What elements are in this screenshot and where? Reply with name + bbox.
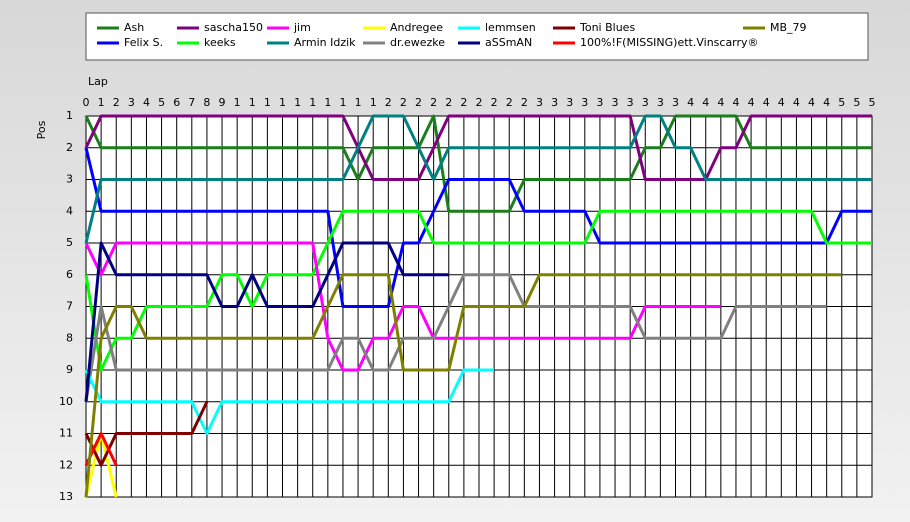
x-tick-label: 2 (521, 96, 528, 109)
series-line (84, 147, 872, 308)
legend-label: keeks (204, 36, 236, 49)
y-tick-label: 11 (59, 427, 73, 440)
series-line (84, 241, 721, 372)
x-tick-label: 6 (173, 96, 180, 109)
x-tick-label: 2 (400, 96, 407, 109)
series-line (84, 273, 842, 498)
x-tick-label: 8 (203, 96, 210, 109)
y-tick-label: 5 (66, 236, 73, 249)
x-tick-label: 1 (279, 96, 286, 109)
x-tick-label: 9 (219, 96, 226, 109)
x-tick-label: 4 (717, 96, 724, 109)
legend-label: jim (293, 21, 311, 34)
x-tick-label: 1 (309, 96, 316, 109)
legend-label: Andregee (390, 21, 443, 34)
x-tick-label: 4 (823, 96, 830, 109)
x-tick-label: 2 (476, 96, 483, 109)
x-tick-label: 1 (98, 96, 105, 109)
x-tick-label: 3 (657, 96, 664, 109)
legend-label: 100%!F(MISSING)ett.Vinscarry® (580, 36, 759, 49)
series-line (84, 114, 872, 244)
x-tick-label: 0 (83, 96, 90, 109)
series-line (84, 114, 872, 213)
x-tick-label: 2 (506, 96, 513, 109)
x-tick-label: 1 (355, 96, 362, 109)
x-tick-label: 1 (264, 96, 271, 109)
series-line (84, 209, 872, 372)
x-tick-label: 4 (143, 96, 150, 109)
x-tick-label: 1 (324, 96, 331, 109)
x-tick-label: 5 (853, 96, 860, 109)
y-tick-label: 9 (66, 363, 73, 376)
y-tick-label: 2 (66, 141, 73, 154)
x-tick-label: 2 (430, 96, 437, 109)
x-tick-label: 4 (687, 96, 694, 109)
legend-label: Felix S. (124, 36, 163, 49)
x-tick-label: 4 (748, 96, 755, 109)
legend-label: Ash (124, 21, 144, 34)
x-tick-label: 1 (339, 96, 346, 109)
legend-label: Toni Blues (579, 21, 635, 34)
x-tick-label: 1 (234, 96, 241, 109)
x-tick-label: 4 (702, 96, 709, 109)
x-tick-label: 1 (249, 96, 256, 109)
legend-label: dr.ewezke (390, 36, 445, 49)
x-tick-label: 4 (808, 96, 815, 109)
x-tick-label: 3 (596, 96, 603, 109)
x-tick-label: 3 (128, 96, 135, 109)
y-tick-label: 7 (66, 300, 73, 313)
x-tick-label: 4 (778, 96, 785, 109)
x-tick-label: 5 (158, 96, 165, 109)
legend-label: lemmsen (485, 21, 536, 34)
y-tick-label: 3 (66, 173, 73, 186)
series-line (84, 401, 209, 467)
series-line (84, 241, 449, 402)
y-axis-label: Pos (35, 120, 48, 139)
x-tick-label: 2 (385, 96, 392, 109)
x-tick-label: 2 (415, 96, 422, 109)
x-tick-label: 3 (581, 96, 588, 109)
x-tick-label: 4 (793, 96, 800, 109)
legend-label: aSSmAN (485, 36, 532, 49)
series-line (84, 368, 495, 435)
x-tick-label: 2 (491, 96, 498, 109)
x-tick-label: 2 (460, 96, 467, 109)
series-line (84, 273, 827, 402)
x-tick-label: 5 (838, 96, 845, 109)
x-tick-label: 4 (732, 96, 739, 109)
x-tick-label: 7 (188, 96, 195, 109)
y-tick-label: 12 (59, 458, 73, 471)
x-tick-label: 2 (113, 96, 120, 109)
y-tick-label: 4 (66, 204, 73, 217)
legend-label: MB_79 (770, 21, 807, 34)
x-axis-label: Lap (88, 75, 108, 88)
legend-label: sascha150 (204, 21, 263, 34)
x-tick-label: 4 (763, 96, 770, 109)
legend-label: Armin Idzik (294, 36, 356, 49)
x-tick-label: 3 (672, 96, 679, 109)
x-tick-label: 1 (294, 96, 301, 109)
x-tick-label: 3 (536, 96, 543, 109)
x-tick-label: 3 (627, 96, 634, 109)
legend-box (85, 12, 869, 61)
series-line (84, 114, 872, 181)
y-tick-label: 13 (59, 490, 73, 503)
x-tick-label: 5 (869, 96, 876, 109)
x-tick-label: 1 (370, 96, 377, 109)
x-tick-label: 3 (612, 96, 619, 109)
x-tick-label: 2 (445, 96, 452, 109)
y-tick-label: 8 (66, 331, 73, 344)
x-tick-label: 3 (642, 96, 649, 109)
y-tick-label: 10 (59, 395, 73, 408)
x-tick-label: 3 (566, 96, 573, 109)
y-tick-label: 6 (66, 268, 73, 281)
x-tick-label: 3 (551, 96, 558, 109)
y-tick-label: 1 (66, 109, 73, 122)
